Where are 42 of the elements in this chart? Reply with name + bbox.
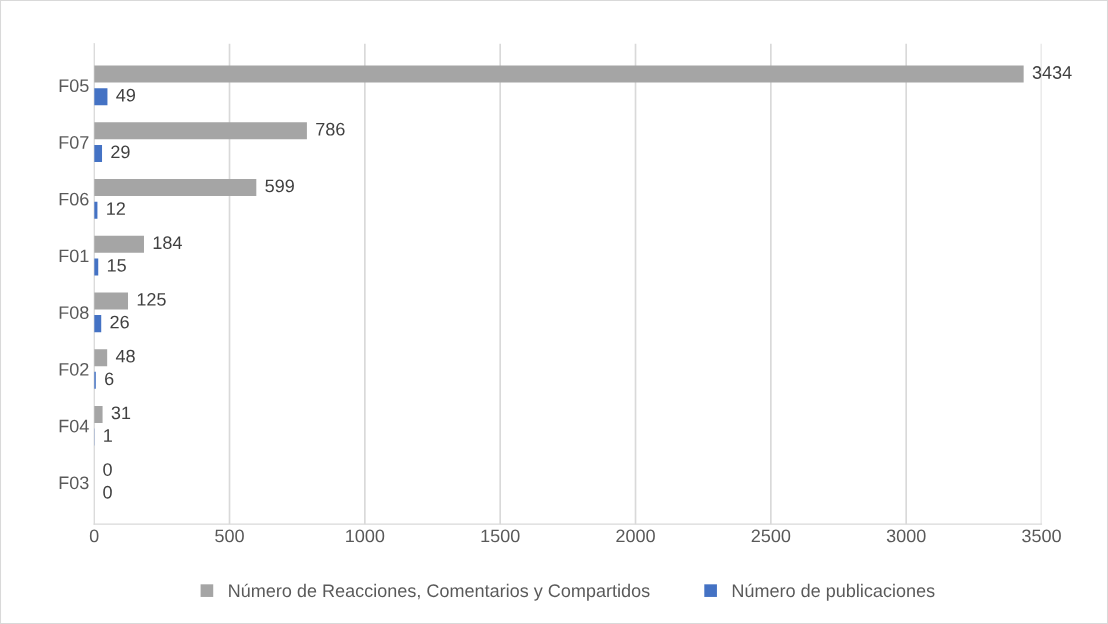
bar: [94, 65, 1024, 83]
x-tick-label: 1000: [346, 529, 385, 543]
x-tick-label: 500: [215, 529, 244, 543]
data-label: 49: [116, 88, 135, 102]
data-label: 31: [111, 406, 131, 420]
data-label: 29: [111, 145, 130, 159]
bar: [94, 349, 108, 367]
bar: [94, 178, 257, 196]
data-label: 0: [103, 485, 112, 499]
data-label: 599: [265, 179, 294, 193]
y-tick-label: F02: [59, 362, 89, 376]
x-tick-label: 0: [89, 529, 99, 543]
y-tick-label: F08: [59, 306, 89, 319]
y-tick-label: F03: [59, 476, 89, 490]
data-label: 125: [137, 293, 166, 306]
y-tick-label: F06: [59, 192, 89, 206]
data-label: 0: [103, 463, 112, 476]
bar: [94, 122, 307, 140]
y-tick-label: F01: [59, 249, 89, 263]
legend-label: Número de Reacciones, Comentarios y Compartidos: [229, 583, 650, 601]
x-tick-label: 3000: [886, 529, 926, 543]
data-label: 1: [104, 429, 112, 442]
data-label: 12: [107, 202, 125, 215]
x-tick-label: 2500: [751, 529, 791, 543]
bar: [94, 88, 108, 106]
data-label: 786: [316, 122, 345, 136]
x-tick-label: 3500: [1022, 529, 1061, 543]
data-label: 6: [105, 372, 114, 386]
x-tick-label: 2000: [616, 529, 655, 543]
legend-label: Número de publicaciones: [732, 583, 935, 601]
y-tick-label: F04: [59, 419, 89, 433]
data-label: 3434: [1032, 66, 1072, 79]
y-tick-label: F07: [59, 136, 89, 149]
bar: [94, 235, 144, 253]
data-label: 15: [107, 259, 126, 272]
x-tick-label: 1500: [481, 529, 520, 543]
y-tick-label: F05: [59, 79, 89, 93]
bar: [94, 292, 129, 310]
data-label: 26: [110, 315, 129, 329]
bar: [94, 405, 103, 423]
data-label: 48: [115, 349, 135, 363]
data-label: 184: [153, 236, 182, 250]
